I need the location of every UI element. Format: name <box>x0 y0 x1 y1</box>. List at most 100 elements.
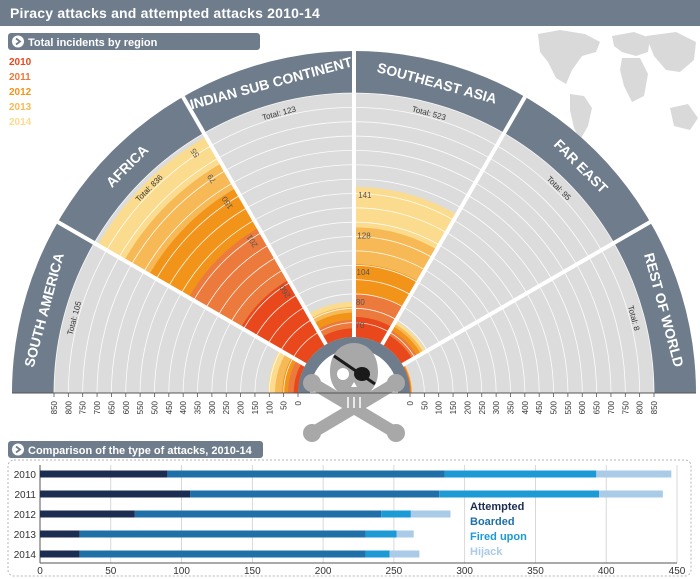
grid-ring <box>53 242 95 394</box>
grid-ring <box>432 257 490 315</box>
axis-tick-label: 150 <box>251 400 260 414</box>
grid-ring <box>353 178 462 209</box>
grid-ring <box>353 307 397 320</box>
grid-ring <box>111 271 145 394</box>
x-tick-label: 300 <box>456 566 473 577</box>
grid-ring <box>451 336 468 394</box>
grid-ring <box>353 322 390 333</box>
grid-ring <box>154 293 182 394</box>
grid-ring <box>410 294 453 337</box>
grid-ring <box>353 250 426 271</box>
grid-ring <box>168 300 194 394</box>
grid-ring <box>353 193 454 221</box>
grid-ring <box>353 92 505 134</box>
axis-tick-label: 500 <box>550 400 559 414</box>
grid-ring <box>353 221 440 246</box>
grid-ring <box>289 264 355 283</box>
grid-ring <box>297 279 355 296</box>
x-tick-label: 50 <box>105 566 117 577</box>
grid-ring <box>475 182 565 272</box>
bar-africa-2010 <box>240 279 326 365</box>
grid-ring <box>240 336 257 394</box>
grid-ring <box>292 331 320 359</box>
axis-tick-label: 750 <box>621 400 630 414</box>
grid-ring <box>613 242 655 394</box>
section1-title: Total incidents by region <box>28 37 158 49</box>
bar-2012-hijack <box>410 510 451 518</box>
grid-ring <box>261 207 355 233</box>
grid-ring <box>601 249 641 394</box>
grid-ring <box>576 264 612 394</box>
grid-ring <box>353 207 447 233</box>
region-divider <box>380 95 527 346</box>
x-tick-label: 400 <box>598 566 615 577</box>
grid-ring <box>563 271 597 394</box>
axis-tick-label: 550 <box>564 400 573 414</box>
grid-ring <box>439 343 454 394</box>
grid-ring <box>353 236 433 258</box>
value-label: 128 <box>357 231 371 240</box>
grid-ring <box>232 150 355 184</box>
grid-ring <box>467 194 553 280</box>
axis-tick-label: 100 <box>435 400 444 414</box>
bar-2013-attempted <box>40 530 80 538</box>
grid-ring <box>246 178 355 209</box>
year-label-2012: 2012 <box>14 510 37 521</box>
arrow-icon <box>12 443 24 456</box>
x-tick-label: 100 <box>173 566 190 577</box>
grid-ring <box>180 219 255 294</box>
grid-ring <box>353 150 476 184</box>
grid-ring <box>489 157 590 258</box>
axis-tick-label: 650 <box>593 400 602 414</box>
bar-south-america-2010 <box>293 362 306 393</box>
x-tick-label: 150 <box>244 566 261 577</box>
grid-ring <box>388 331 416 359</box>
page-title-bar: Piracy attacks and attempted attacks 201… <box>0 0 700 26</box>
axis-tick-label: 250 <box>478 400 487 414</box>
axis-tick-label: 50 <box>280 400 289 409</box>
legend-year-2012: 2012 <box>9 87 32 98</box>
grid-ring <box>353 264 419 283</box>
grid-ring <box>311 307 355 320</box>
grid-ring <box>503 132 615 244</box>
grid-ring <box>225 135 355 171</box>
axis-tick-label: 150 <box>449 400 458 414</box>
grid-ring <box>268 221 355 246</box>
region-divider <box>56 220 307 367</box>
radial-axis: 850 850 800 800 750 750 700 700 650 650 600 600 550 5… <box>12 392 696 414</box>
axis-tick-label: 0 <box>294 400 303 405</box>
bar-2012-attempted <box>40 510 135 518</box>
axis-tick-label: 300 <box>492 400 501 414</box>
grid-ring <box>353 135 483 171</box>
grid-ring <box>453 219 528 294</box>
grid-ring <box>67 249 107 394</box>
axis-tick-label: 50 <box>420 400 429 409</box>
axis-tick-label: 350 <box>194 400 203 414</box>
bar-2010-hijack <box>596 470 672 478</box>
axis-tick-label: 600 <box>578 400 587 414</box>
x-tick-label: 250 <box>386 566 403 577</box>
bar-2014-boarded <box>79 550 366 558</box>
axis-tick-label: 450 <box>535 400 544 414</box>
axis-tick-label: 800 <box>636 400 645 414</box>
grid-ring <box>225 328 244 394</box>
grid-ring <box>203 92 355 134</box>
axis-tick-label: 450 <box>165 400 174 414</box>
inner-ring <box>298 337 410 393</box>
grid-ring <box>526 293 554 394</box>
legend-year-2013: 2013 <box>9 102 32 113</box>
attack-chart-frame <box>7 459 692 577</box>
grid-ring <box>268 350 281 394</box>
grid-ring <box>131 170 226 265</box>
grid-ring <box>318 322 355 333</box>
grid-ring <box>143 182 233 272</box>
legend-boarded: Boarded <box>470 516 515 528</box>
grid-ring <box>218 121 355 159</box>
grid-ring <box>254 193 355 221</box>
grid-ring <box>427 350 440 394</box>
grid-ring <box>514 300 540 394</box>
bar-2012-boarded <box>134 510 382 518</box>
bar-2011-attempted <box>40 490 191 498</box>
